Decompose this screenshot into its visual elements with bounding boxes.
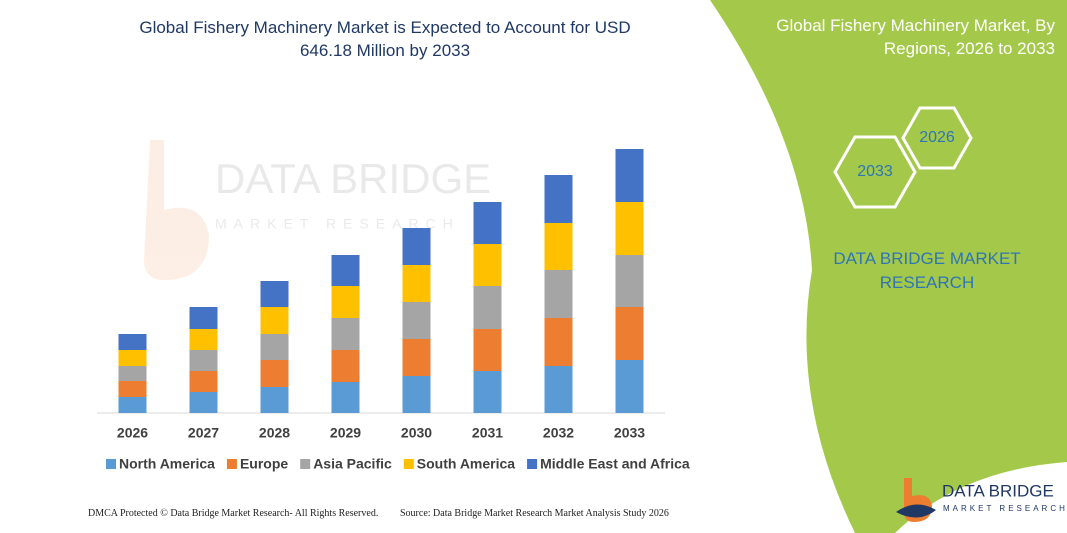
bar-segment (189, 329, 218, 350)
footer-right: Source: Data Bridge Market Research Mark… (400, 508, 669, 519)
bar-segment (189, 307, 218, 329)
bar-segment (118, 334, 147, 350)
bar-segment (331, 382, 360, 413)
bar-segment (402, 265, 431, 302)
legend-swatch (403, 459, 414, 469)
bar-segment (260, 307, 289, 334)
legend-swatch (527, 459, 538, 469)
hexagon-label: 2026 (919, 129, 955, 146)
hexagon-label: 2033 (857, 163, 893, 180)
side-title: Global Fishery Machinery Market, By Regi… (776, 16, 1055, 58)
bar-segment (402, 376, 431, 413)
bar-segment (331, 255, 360, 286)
watermark-text: MARKET RESEARCH (215, 216, 460, 232)
bar-segment (544, 175, 573, 223)
x-tick-label: 2029 (330, 425, 361, 441)
watermark: DATA BRIDGE MARKET RESEARCH (144, 140, 491, 280)
bar-segment (331, 318, 360, 350)
legend-label: Asia Pacific (313, 456, 392, 472)
x-tick-label: 2028 (259, 425, 290, 441)
bar-segment (544, 318, 573, 366)
bar-segment (189, 371, 218, 392)
x-tick-label: 2032 (543, 425, 574, 441)
bar-segment (118, 366, 147, 381)
bar-segment (260, 387, 289, 413)
logo-icon (896, 504, 936, 518)
bar-segment (615, 202, 644, 255)
bar-segment (473, 371, 502, 413)
logo: DATA BRIDGE MARKET RESEARCH (896, 478, 1067, 522)
bar-segment (615, 255, 644, 307)
side-brand: DATA BRIDGE MARKET RESEARCH (833, 249, 1021, 292)
x-tick-label: 2026 (117, 425, 148, 441)
bar-segment (615, 360, 644, 413)
bar-segment (615, 307, 644, 360)
bar-segment (260, 360, 289, 387)
bar-segment (331, 350, 360, 382)
hexagon (901, 106, 973, 170)
logo-text: DATA BRIDGE (942, 481, 1054, 500)
bar-segment (260, 281, 289, 307)
bar-segment (544, 366, 573, 413)
x-tick-label: 2033 (614, 425, 645, 441)
bar-segment (118, 397, 147, 413)
x-tick-label: 2027 (188, 425, 219, 441)
bar-segment (473, 286, 502, 329)
legend-label: Middle East and Africa (540, 456, 690, 472)
x-tick-label: 2031 (472, 425, 503, 441)
bar-segment (402, 302, 431, 339)
legend-label: Europe (240, 456, 288, 472)
legend-swatch (106, 459, 116, 469)
legend-swatch (226, 459, 237, 469)
watermark-text: DATA BRIDGE (215, 155, 491, 202)
bar-segment (260, 334, 289, 360)
bar-segment (402, 339, 431, 376)
legend-label: South America (417, 456, 515, 472)
legend-label: North America (119, 456, 215, 472)
bar-segment (189, 392, 218, 413)
watermark-icon (144, 140, 209, 280)
bar-segment (544, 270, 573, 318)
bar-segment (402, 228, 431, 265)
bar-segment (189, 350, 218, 371)
footer-left: DMCA Protected © Data Bridge Market Rese… (88, 508, 379, 519)
bar-segment (473, 244, 502, 286)
x-tick-label: 2030 (401, 425, 432, 441)
bar-segment (615, 149, 644, 202)
bar-segment (118, 381, 147, 397)
side-panel-bg (710, 0, 1067, 533)
logo-text: MARKET RESEARCH (943, 504, 1067, 513)
hexagon (833, 135, 917, 209)
bar-segment (473, 329, 502, 371)
chart-title: Global Fishery Machinery Market is Expec… (139, 18, 631, 60)
bar-segment (118, 350, 147, 366)
bar-segment (544, 223, 573, 270)
legend-swatch (300, 459, 311, 469)
bar-segment (473, 202, 502, 244)
bar-segment (331, 286, 360, 318)
